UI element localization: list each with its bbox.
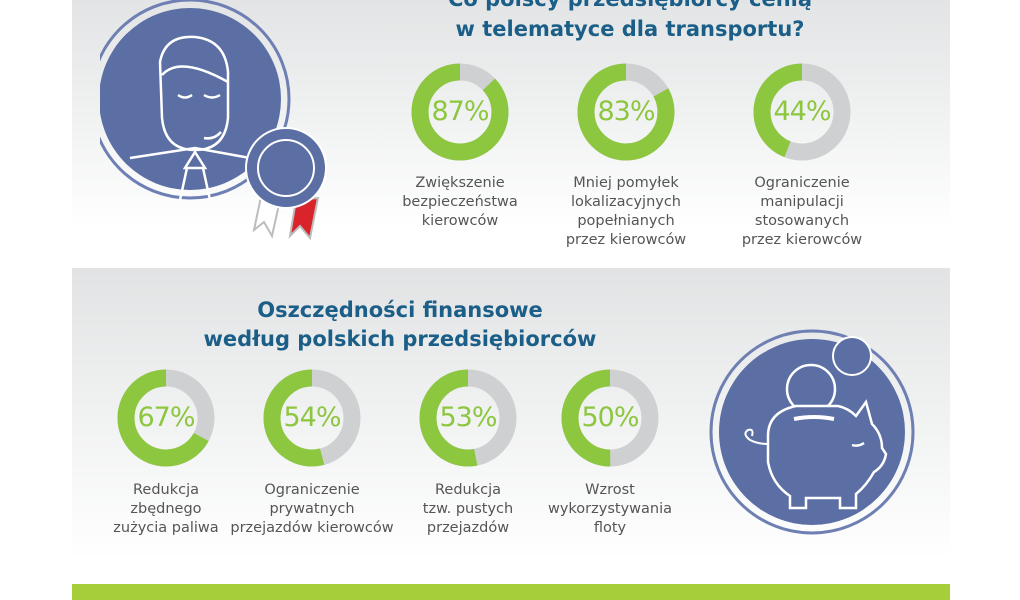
- caption-private-trips: Ograniczenie prywatnych przejazdów kiero…: [222, 481, 402, 538]
- caption-line: przejazdów: [426, 520, 510, 536]
- donut-stat-fuel: 67%: [117, 369, 215, 467]
- caption-line: popełnianych: [577, 213, 675, 229]
- donut-chart-87: [411, 63, 509, 161]
- donut-stat-location-errors: 83%: [577, 63, 675, 161]
- caption-line: wykorzystywania: [547, 501, 672, 517]
- donut-chart-54: [263, 369, 361, 467]
- percent-label: 53%: [439, 402, 497, 433]
- percent-label: 44%: [773, 96, 831, 127]
- caption-line: Ograniczenie: [264, 482, 360, 498]
- caption-location-errors: Mniej pomyłek lokalizacyjnych popełniany…: [541, 174, 711, 250]
- caption-line: tzw. pustych: [422, 501, 514, 517]
- donut-chart-83: [577, 63, 675, 161]
- caption-line: manipulacji: [760, 194, 844, 210]
- caption-line: Zwiększenie: [415, 175, 505, 191]
- donut-chart-44: [753, 63, 851, 161]
- section-top-title: Co polscy przedsiębiorcy cenią w telemat…: [420, 0, 840, 44]
- caption-line: Redukcja: [434, 482, 502, 498]
- caption-line: prywatnych: [269, 501, 355, 517]
- footer-green-bar: [72, 584, 950, 600]
- donut-chart-67: [117, 369, 215, 467]
- caption-fuel: Redukcja zbędnego zużycia paliwa: [81, 481, 251, 538]
- caption-line: floty: [593, 520, 627, 536]
- donut-stat-manipulation: 44%: [753, 63, 851, 161]
- donut-stat-fleet-usage: 50%: [561, 369, 659, 467]
- caption-manipulation: Ograniczenie manipulacji stosowanych prz…: [717, 174, 887, 250]
- caption-line: zbędnego: [130, 501, 202, 517]
- section-mid-title: Oszczędności finansowe według polskich p…: [150, 296, 650, 354]
- caption-line: Ograniczenie: [754, 175, 850, 191]
- donut-chart-53: [419, 369, 517, 467]
- caption-safety: Zwiększenie bezpieczeństwa kierowców: [375, 174, 545, 231]
- caption-line: Mniej pomyłek: [573, 175, 679, 191]
- section-mid-title-line1: Oszczędności finansowe: [257, 298, 543, 322]
- caption-line: stosowanych: [754, 213, 850, 229]
- caption-line: przejazdów kierowców: [230, 520, 394, 536]
- donut-stat-private-trips: 54%: [263, 369, 361, 467]
- donut-stat-safety: 87%: [411, 63, 509, 161]
- caption-line: zużycia paliwa: [113, 520, 219, 536]
- percent-label: 54%: [283, 402, 341, 433]
- caption-line: bezpieczeństwa: [402, 194, 518, 210]
- caption-line: Redukcja: [132, 482, 200, 498]
- percent-label: 50%: [581, 402, 639, 433]
- caption-fleet-usage: Wzrost wykorzystywania floty: [525, 481, 695, 538]
- donut-chart-50: [561, 369, 659, 467]
- caption-empty-runs: Redukcja tzw. pustych przejazdów: [383, 481, 553, 538]
- section-top-title-line1: Co polscy przedsiębiorcy cenią: [420, 0, 840, 14]
- caption-line: kierowców: [421, 213, 499, 229]
- caption-line: przez kierowców: [741, 232, 863, 248]
- piggy-bank-icon: [709, 329, 915, 535]
- percent-label: 87%: [431, 96, 489, 127]
- businessman-award-icon: [100, 0, 327, 241]
- percent-label: 83%: [597, 96, 655, 127]
- caption-line: lokalizacyjnych: [571, 194, 681, 210]
- percent-label: 67%: [137, 402, 195, 433]
- donut-stat-empty-runs: 53%: [419, 369, 517, 467]
- caption-line: Wzrost: [585, 482, 635, 498]
- section-top-title-line2: w telematyce dla transportu?: [455, 17, 805, 41]
- section-mid-title-line2: według polskich przedsiębiorców: [203, 327, 597, 351]
- caption-line: przez kierowców: [565, 232, 687, 248]
